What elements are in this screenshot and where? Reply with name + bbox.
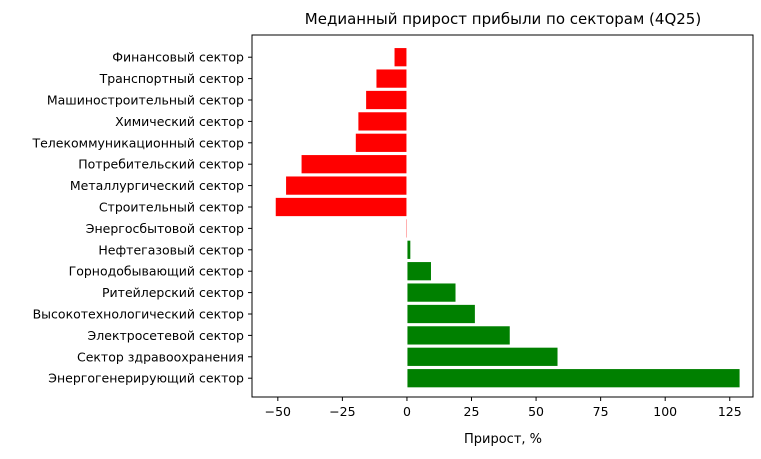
x-tick-label: 0 [403, 404, 411, 419]
bar [406, 239, 412, 260]
y-tick-label: Металлургический сектор [70, 178, 244, 193]
y-tick-label: Телекоммуникационный сектор [31, 135, 244, 150]
bar [274, 196, 408, 218]
x-tick-label: 25 [464, 404, 480, 419]
y-axis-labels: Финансовый сектор Транспортный сектор Маши… [31, 50, 252, 386]
bar [406, 282, 457, 303]
bar [365, 89, 408, 111]
bar [285, 175, 408, 196]
bars-layer [274, 47, 741, 389]
bar [406, 368, 741, 389]
x-tick-label: 50 [528, 404, 544, 419]
y-tick-label: Транспортный сектор [99, 71, 244, 86]
y-tick-label: Высокотехнологический сектор [33, 307, 244, 322]
y-tick-label: Энергосбытовой сектор [86, 221, 244, 236]
y-tick-label: Сектор здравоохранения [77, 349, 244, 364]
y-tick-label: Горнодобывающий сектор [69, 264, 244, 279]
bar [393, 47, 408, 68]
bar [406, 346, 559, 367]
bar [406, 325, 511, 346]
bar [405, 218, 408, 239]
x-tick-label: 100 [653, 404, 677, 419]
y-tick-label: Ритейлерский сектор [102, 285, 244, 300]
bar [354, 132, 408, 153]
chart-title: Медианный прирост прибыли по секторам (4… [305, 10, 701, 28]
bar [357, 111, 408, 132]
y-tick-label: Машиностроительный сектор [47, 93, 244, 108]
bar [406, 303, 476, 325]
x-tick-label: 75 [593, 404, 609, 419]
y-tick-label: Финансовый сектор [112, 50, 244, 65]
x-axis-label: Прирост, % [464, 432, 542, 447]
bar [375, 68, 408, 89]
x-tick-label: 125 [718, 404, 742, 419]
plot-frame [251, 34, 754, 398]
y-tick-label: Энергогенерирующий сектор [48, 371, 244, 386]
y-tick-label: Потребительский сектор [78, 157, 244, 172]
y-tick-label: Строительный сектор [99, 200, 244, 215]
bar [406, 261, 432, 282]
y-tick-label: Электросетевой сектор [88, 328, 245, 343]
y-tick-label: Химический сектор [115, 114, 244, 129]
x-tick-label: −25 [329, 404, 355, 419]
x-axis-ticks: −50 −25 0 25 50 75 100 125 [265, 397, 742, 419]
x-tick-label: −50 [265, 404, 291, 419]
bar [300, 154, 408, 175]
y-tick-label: Нефтегазовый сектор [98, 242, 244, 257]
